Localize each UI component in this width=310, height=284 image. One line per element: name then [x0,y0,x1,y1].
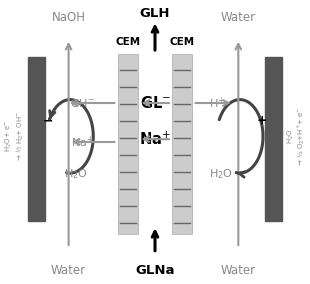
Text: NaOH: NaOH [51,11,86,24]
Text: OH$^{-}$: OH$^{-}$ [70,97,95,109]
Text: GLNa: GLNa [135,264,175,277]
Bar [172,55,192,234]
Text: H$_2$O: H$_2$O [210,168,233,181]
Text: CEM: CEM [170,37,195,47]
Bar [29,57,46,221]
Text: H$_2$O: H$_2$O [64,168,88,181]
Text: H$_2$O: H$_2$O [286,128,296,144]
Text: → ½ H$_2$+ OH$^{-}$: → ½ H$_2$+ OH$^{-}$ [15,111,26,162]
Text: −: − [42,114,53,127]
Bar [118,55,138,234]
Text: CEM: CEM [116,37,141,47]
Text: → ¼ O$_2$+H$^{+}$+ e$^{-}$: → ¼ O$_2$+H$^{+}$+ e$^{-}$ [296,106,307,166]
Text: H$_2$O+ e$^{-}$: H$_2$O+ e$^{-}$ [3,120,14,153]
Text: Water: Water [51,264,86,277]
Text: Na$^{+}$: Na$^{+}$ [139,131,171,148]
Text: Water: Water [221,11,256,24]
Text: GLH: GLH [140,7,170,20]
Text: Na$^{+}$: Na$^{+}$ [71,134,94,150]
Text: Water: Water [221,264,256,277]
Text: H$^{+}$: H$^{+}$ [209,95,225,111]
Bar [264,57,281,221]
Text: GL$^{-}$: GL$^{-}$ [140,95,170,111]
Text: +: + [256,114,267,127]
